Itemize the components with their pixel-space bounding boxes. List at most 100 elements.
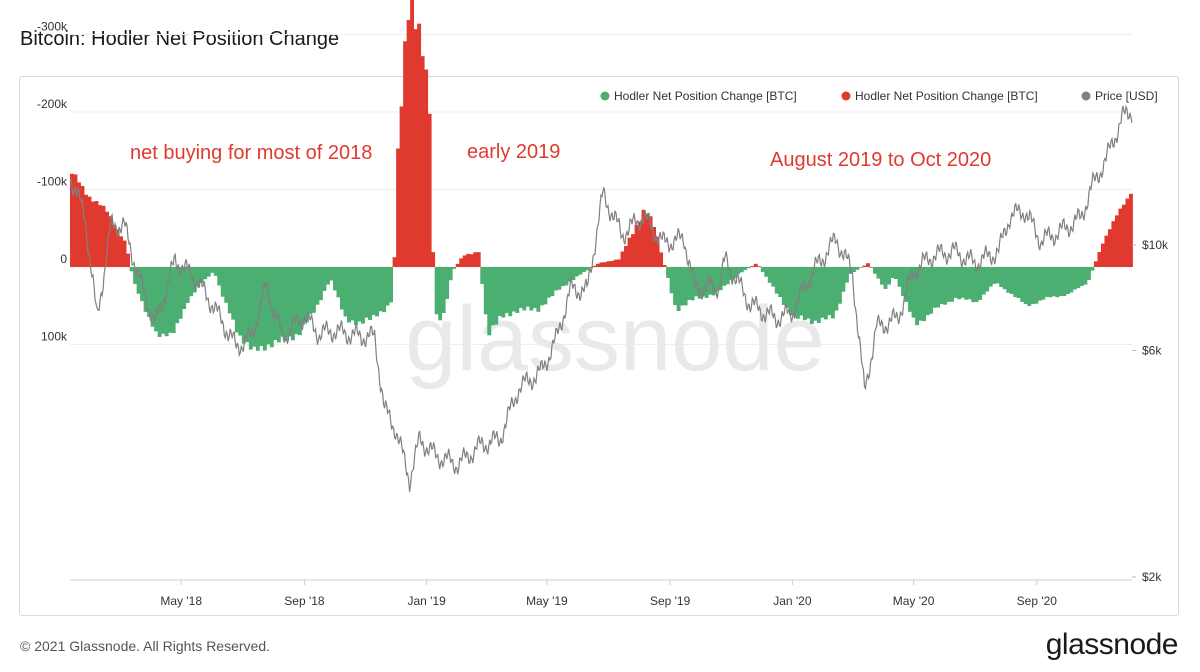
bar-positive [227,267,232,314]
bar-positive [480,267,485,285]
bar-positive [283,267,288,342]
bar-positive [525,267,530,307]
bar-positive [178,267,183,319]
bar-negative [648,216,653,267]
annotation-label: early 2019 [467,141,560,163]
bar-positive [245,267,250,343]
bar-positive [343,267,348,317]
bar-positive [161,267,166,334]
bar-positive [1027,267,1032,307]
bar-negative [108,216,113,267]
bar-positive [224,267,229,303]
bar-positive [992,267,997,284]
bar-negative [1125,198,1130,267]
page-title: Bitcoin: Hodler Net Position Change [20,28,340,50]
bar-positive [382,267,386,313]
bar-positive [680,267,685,306]
bar-positive [897,267,902,287]
bar-positive [953,267,958,298]
bar-positive [347,267,351,323]
bar-negative [466,253,471,267]
bar-positive [901,267,905,297]
bar-positive [368,267,372,320]
bar-negative [462,255,467,267]
bar-positive [880,267,884,285]
bar-positive [315,267,320,305]
bar-positive [687,267,692,300]
bar-positive [981,267,986,295]
bar-positive [213,267,218,276]
bar-positive [746,267,751,269]
bar-positive [760,267,765,272]
bar-positive [308,267,313,314]
bar-negative [662,265,667,267]
bar-positive [778,267,783,298]
bar-positive [529,267,534,311]
bar-positive [1076,267,1081,289]
bar-positive [908,267,912,312]
bar-positive [553,267,558,291]
x-tick-label: Jan '20 [773,594,812,608]
bar-positive [676,267,681,311]
bar-negative [73,174,78,267]
price-series [69,104,1133,492]
bar-positive [1069,267,1074,293]
bar-positive [673,267,678,306]
bar-positive [357,267,362,322]
bar-negative [1093,261,1098,267]
bar-positive [350,267,355,321]
bar-positive [960,267,965,298]
bar-negative [1114,215,1119,267]
bar-positive [189,267,194,297]
bar-negative [80,186,85,267]
bar-positive [929,267,934,314]
bar-positive [666,267,671,278]
bar-positive [532,267,537,309]
bar-positive [887,267,891,285]
bar-positive [1079,267,1084,286]
bar-positive [154,267,159,332]
bar-positive [452,267,457,269]
bar-positive [325,267,330,285]
bar-negative [1121,204,1126,267]
bar-positive [1037,267,1042,301]
bar-negative [1128,193,1133,267]
bar-positive [361,267,365,324]
bar-positive [494,267,499,325]
bar-negative [101,205,106,267]
bar-positive [441,267,446,313]
bar-positive [823,267,828,320]
y-right-tick-label: $2k [1142,570,1162,584]
legend-swatch [841,91,851,101]
legend[interactable]: Hodler Net Position Change [BTC] Hodler N… [600,89,1158,103]
bar-positive [448,267,453,281]
bar-positive [1034,267,1039,304]
bar-positive [336,267,341,298]
brand-logo[interactable]: glassnode [1045,628,1179,661]
bar-negative [119,236,123,267]
bar-positive [1020,267,1025,302]
bar-positive [708,267,713,295]
bar-negative [427,113,432,267]
bar-positive [504,267,509,314]
y-left-tick-label: -200k [37,97,68,111]
bar-positive [894,267,898,279]
bar-positive [203,267,208,280]
bar-negative [399,106,404,267]
bar-negative [87,196,92,267]
bar-positive [501,267,506,318]
bar-positive [1086,267,1091,281]
legend-label: Hodler Net Position Change [BTC] [614,89,797,103]
bar-negative [424,69,429,267]
bar-positive [557,267,562,290]
bar-positive [333,267,337,291]
bar-negative [98,205,102,267]
bar-positive [911,267,916,318]
bar-negative [431,252,436,267]
bar-positive [434,267,439,315]
bar-positive [290,267,295,341]
bar-positive [939,267,944,304]
legend-swatch [1081,91,1091,101]
y-left-tick-label: -100k [37,175,68,189]
bar-negative [620,251,625,267]
